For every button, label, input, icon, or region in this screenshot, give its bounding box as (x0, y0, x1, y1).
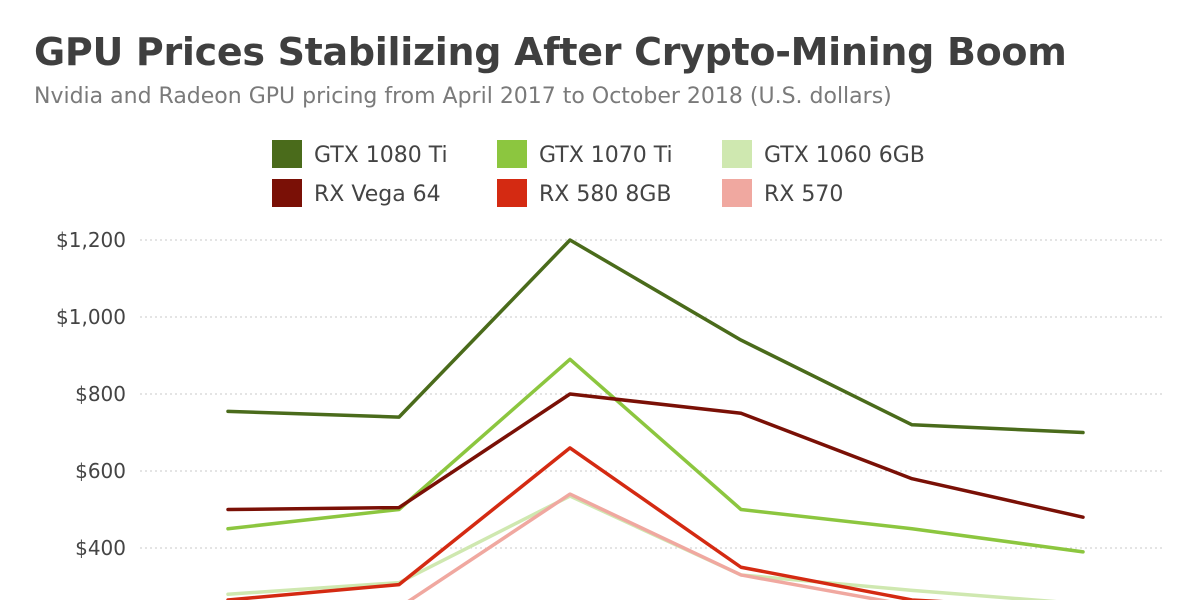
legend-swatch (272, 140, 302, 168)
y-tick-label: $600 (75, 459, 126, 483)
chart-subtitle: Nvidia and Radeon GPU pricing from April… (34, 84, 892, 109)
y-tick-label: $1,000 (56, 305, 126, 329)
legend-label: GTX 1060 6GB (764, 143, 925, 168)
legend: GTX 1080 Ti GTX 1070 Ti GTX 1060 6GB RX Veg… (272, 140, 925, 207)
legend-item-rx-vega-64: RX Vega 64 (272, 179, 441, 207)
legend-swatch (272, 179, 302, 207)
legend-swatch (497, 140, 527, 168)
legend-item-gtx-1070-ti: GTX 1070 Ti (497, 140, 673, 168)
legend-label: RX 580 8GB (539, 182, 671, 207)
y-tick-label: $400 (75, 536, 126, 560)
series-line-rx-570 (407, 492, 890, 600)
gridlines (140, 239, 1165, 549)
series-line-gtx-1080-ti (226, 238, 1085, 435)
legend-item-gtx-1060-6gb: GTX 1060 6GB (722, 140, 925, 168)
legend-label: GTX 1070 Ti (539, 143, 673, 168)
series-line-rx-580-8gb (226, 446, 944, 600)
chart-title: GPU Prices Stabilizing After Crypto-Mini… (34, 30, 1067, 74)
legend-label: GTX 1080 Ti (314, 143, 448, 168)
series-line-gtx-1070-ti (226, 357, 1085, 554)
legend-item-rx-580-8gb: RX 580 8GB (497, 179, 671, 207)
y-tick-label: $1,200 (56, 228, 126, 252)
y-tick-label: $800 (75, 382, 126, 406)
legend-swatch (722, 179, 752, 207)
series-lines (226, 238, 1085, 600)
legend-swatch (497, 179, 527, 207)
legend-item-gtx-1080-ti: GTX 1080 Ti (272, 140, 448, 168)
y-axis: $400 $600 $800 $1,000 $1,200 (56, 228, 126, 560)
legend-label: RX Vega 64 (314, 182, 441, 207)
series-line-rx-vega-64 (226, 392, 1085, 519)
legend-swatch (722, 140, 752, 168)
legend-label: RX 570 (764, 182, 843, 207)
legend-item-rx-570: RX 570 (722, 179, 843, 207)
